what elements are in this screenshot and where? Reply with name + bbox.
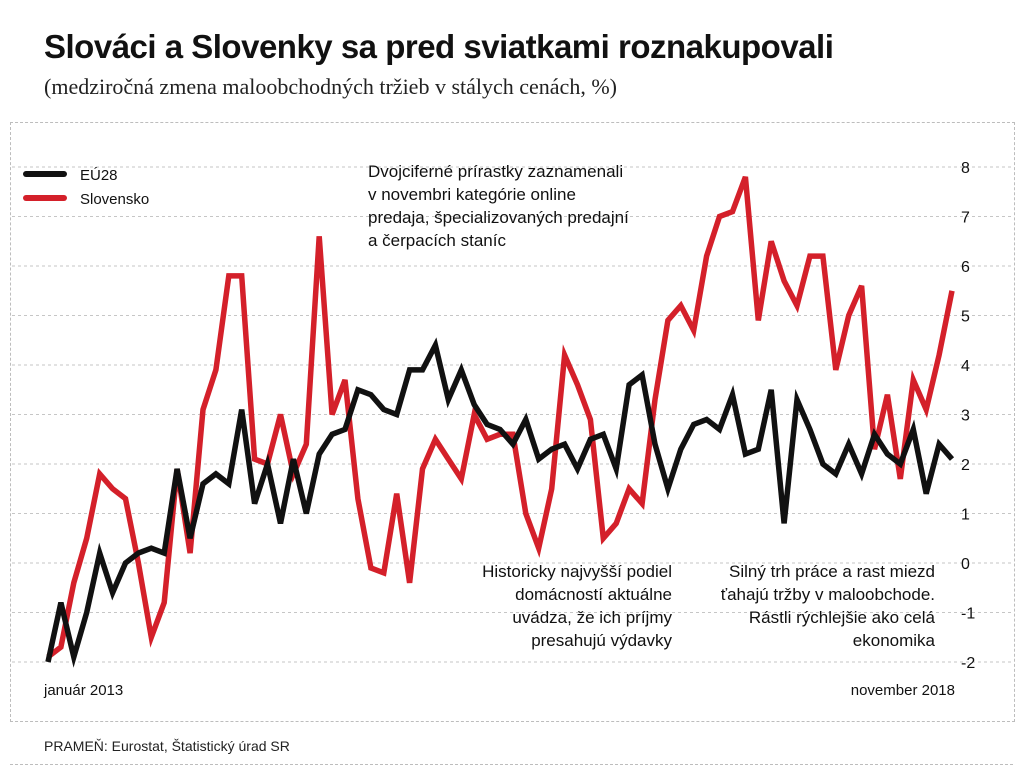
legend-label-slovensko: Slovensko [80, 191, 149, 208]
annotation-right: Silný trh práce a rast miezd ťahajú tržb… [720, 562, 935, 650]
series-line-eu28 [45, 337, 955, 668]
y-axis-ticks: 8 7 6 5 4 3 2 1 0 -1 -2 [961, 160, 975, 672]
y-tick-label: -2 [961, 655, 975, 672]
bottom-divider [10, 764, 1013, 765]
y-tick-label: 6 [961, 259, 970, 276]
legend-label-eu28: EÚ28 [80, 167, 118, 184]
y-tick-label: -1 [961, 606, 975, 623]
x-start-label: január 2013 [43, 682, 123, 699]
series-line-slovensko [46, 175, 955, 660]
annotation-top: Dvojciferné prírastky zaznamenali v nove… [368, 162, 629, 250]
legend: EÚ28 Slovensko [23, 167, 149, 208]
y-tick-label: 3 [961, 408, 970, 425]
y-tick-label: 8 [961, 160, 970, 177]
y-tick-label: 5 [961, 309, 970, 326]
chart-panel [10, 122, 1015, 722]
chart-subtitle: (medziročná zmena maloobchodných tržieb … [44, 74, 617, 99]
y-tick-label: 0 [961, 556, 970, 573]
source-note: PRAMEŇ: Eurostat, Štatistický úrad SR [44, 738, 290, 754]
gridlines [12, 166, 1011, 663]
chart-title: Slováci a Slovenky sa pred sviatkami roz… [44, 28, 834, 65]
y-tick-label: 4 [961, 358, 970, 375]
y-tick-label: 2 [961, 457, 970, 474]
y-tick-label: 1 [961, 507, 970, 524]
x-end-label: november 2018 [851, 682, 955, 699]
annotation-middle: Historicky najvyšší podiel domácností ak… [482, 562, 672, 650]
y-tick-label: 7 [961, 210, 970, 227]
series-lines [45, 175, 955, 668]
